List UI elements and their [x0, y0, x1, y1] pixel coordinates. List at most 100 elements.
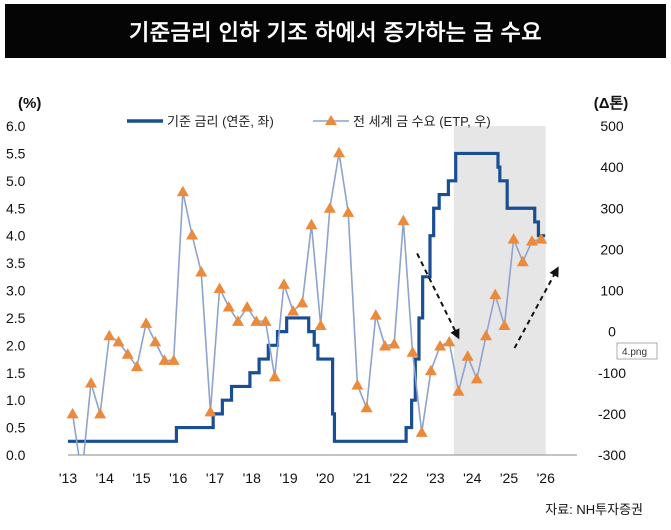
gold-demand-line [71, 152, 542, 455]
legend: 기준 금리 (연준, 좌) 전 세계 금 수요 (ETP, 우) [127, 114, 491, 129]
gold-demand-marker [424, 364, 437, 376]
x-tick-label: '19 [279, 470, 297, 486]
legend-label-fed-rate: 기준 금리 (연준, 좌) [167, 114, 274, 129]
left-tick-label: 4.5 [6, 200, 26, 216]
gold-demand-marker [516, 255, 529, 267]
gold-demand-marker [388, 337, 401, 349]
trend-arrow-up [513, 266, 559, 349]
gold-demand-marker [195, 265, 208, 277]
right-tick-label: 500 [600, 118, 624, 134]
gold-demand-marker [323, 202, 336, 213]
x-tick-label: '20 [316, 470, 334, 486]
gold-demand-marker [176, 185, 189, 197]
legend-label-gold-demand: 전 세계 금 수요 (ETP, 우) [353, 114, 491, 129]
gold-demand-marker [351, 379, 364, 390]
left-tick-label: 6.0 [6, 118, 26, 134]
gold-demand-marker [360, 401, 373, 413]
gold-demand-marker [535, 233, 548, 244]
legend-marker-gold-demand [325, 115, 337, 125]
left-tick-label: 1.0 [6, 392, 26, 408]
gold-demand-marker [296, 296, 309, 308]
gold-demand-marker [277, 278, 290, 289]
left-tick-label: 3.5 [6, 255, 26, 271]
x-tick-label: '14 [96, 470, 114, 486]
gold-demand-marker [507, 233, 520, 244]
gold-demand-marker [94, 407, 107, 419]
left-tick-label: 5.0 [6, 173, 26, 189]
x-tick-label: '17 [206, 470, 224, 486]
gold-demand-marker [397, 214, 410, 226]
gold-demand-marker [268, 370, 281, 382]
gold-demand-marker [222, 300, 235, 312]
gold-demand-marker [167, 354, 180, 365]
right-tick-label: -100 [598, 365, 626, 381]
gold-demand-marker [241, 300, 254, 312]
x-axis-ticks: '13 '14 '15 '16 '17 '18 '19 '20 '21 '22 '23 '24 '25 '… [59, 470, 555, 486]
trend-arrows [416, 253, 559, 349]
right-tick-label: -300 [598, 447, 626, 463]
x-tick-label: '23 [426, 470, 444, 486]
gold-demand-marker [498, 319, 511, 330]
left-tick-label: 5.5 [6, 145, 26, 161]
right-tick-label: 0 [608, 324, 616, 340]
source-note: 자료: NH투자증권 [545, 502, 643, 517]
image-label: 4.png [616, 342, 658, 360]
gold-demand-marker [305, 218, 318, 230]
left-tick-label: 1.5 [6, 365, 26, 381]
fed-rate-line [68, 151, 546, 443]
gold-demand-marker [287, 305, 300, 316]
x-tick-label: '21 [353, 470, 371, 486]
x-tick-label: '18 [243, 470, 261, 486]
right-tick-label: 300 [600, 200, 624, 216]
gold-demand-marker [158, 354, 171, 365]
gold-demand-marker [480, 329, 493, 341]
gold-demand-marker [342, 206, 355, 217]
gold-demand-marker [250, 315, 263, 326]
gold-demand-marker [149, 335, 162, 347]
gold-demand-marker [369, 309, 382, 320]
gold-demand-marker [378, 340, 391, 351]
left-tick-label: 0.0 [6, 447, 26, 463]
gold-demand-marker [213, 282, 226, 293]
svg-text:4.png: 4.png [622, 347, 647, 358]
left-tick-label: 2.5 [6, 310, 26, 326]
gold-demand-marker [112, 335, 125, 347]
gold-demand-marker [415, 426, 428, 437]
x-tick-label: '22 [390, 470, 408, 486]
x-tick-label: '15 [132, 470, 150, 486]
gold-demand-marker [103, 329, 116, 341]
right-tick-label: 400 [600, 159, 624, 175]
left-axis-ticks: 0.0 0.5 1.0 1.5 2.0 2.5 3.0 3.5 4.0 4.5 5.0 5.5 6.0 [6, 118, 26, 463]
x-tick-label: '25 [500, 470, 518, 486]
gold-demand-marker [259, 315, 272, 326]
gold-demand-marker [525, 235, 538, 246]
left-axis-label: (%) [18, 95, 41, 112]
gold-demand-marker [406, 346, 419, 357]
gold-demand-marker [66, 407, 79, 419]
gold-demand-marker [434, 340, 447, 351]
gold-demand-marker [470, 372, 483, 384]
gold-demand-marker [231, 315, 244, 326]
gold-demand-marker [130, 360, 143, 372]
x-tick-label: '13 [59, 470, 77, 486]
right-tick-label: 100 [600, 283, 624, 299]
trend-arrow-down [416, 253, 460, 340]
gold-demand-marker [204, 405, 217, 417]
gold-demand-marker [461, 350, 474, 361]
right-tick-label: 200 [600, 241, 624, 257]
right-axis-label: (Δ톤) [594, 95, 629, 112]
gold-demand-marker [314, 319, 327, 330]
gold-demand-marker [84, 377, 97, 388]
x-tick-label: '26 [537, 470, 555, 486]
right-tick-label: -200 [598, 406, 626, 422]
gold-demand-marker [489, 288, 502, 300]
gold-demand-marker [333, 146, 346, 158]
gold-demand-marker [186, 228, 199, 240]
left-tick-label: 4.0 [6, 228, 26, 244]
right-axis-ticks: -300 -200 -100 0 100 200 300 400 500 [598, 118, 626, 463]
left-tick-label: 3.0 [6, 283, 26, 299]
left-tick-label: 0.5 [6, 420, 26, 436]
gold-demand-marker [452, 385, 465, 396]
chart-title: 기준금리 인하 기조 하에서 증가하는 금 수요 [5, 4, 666, 58]
